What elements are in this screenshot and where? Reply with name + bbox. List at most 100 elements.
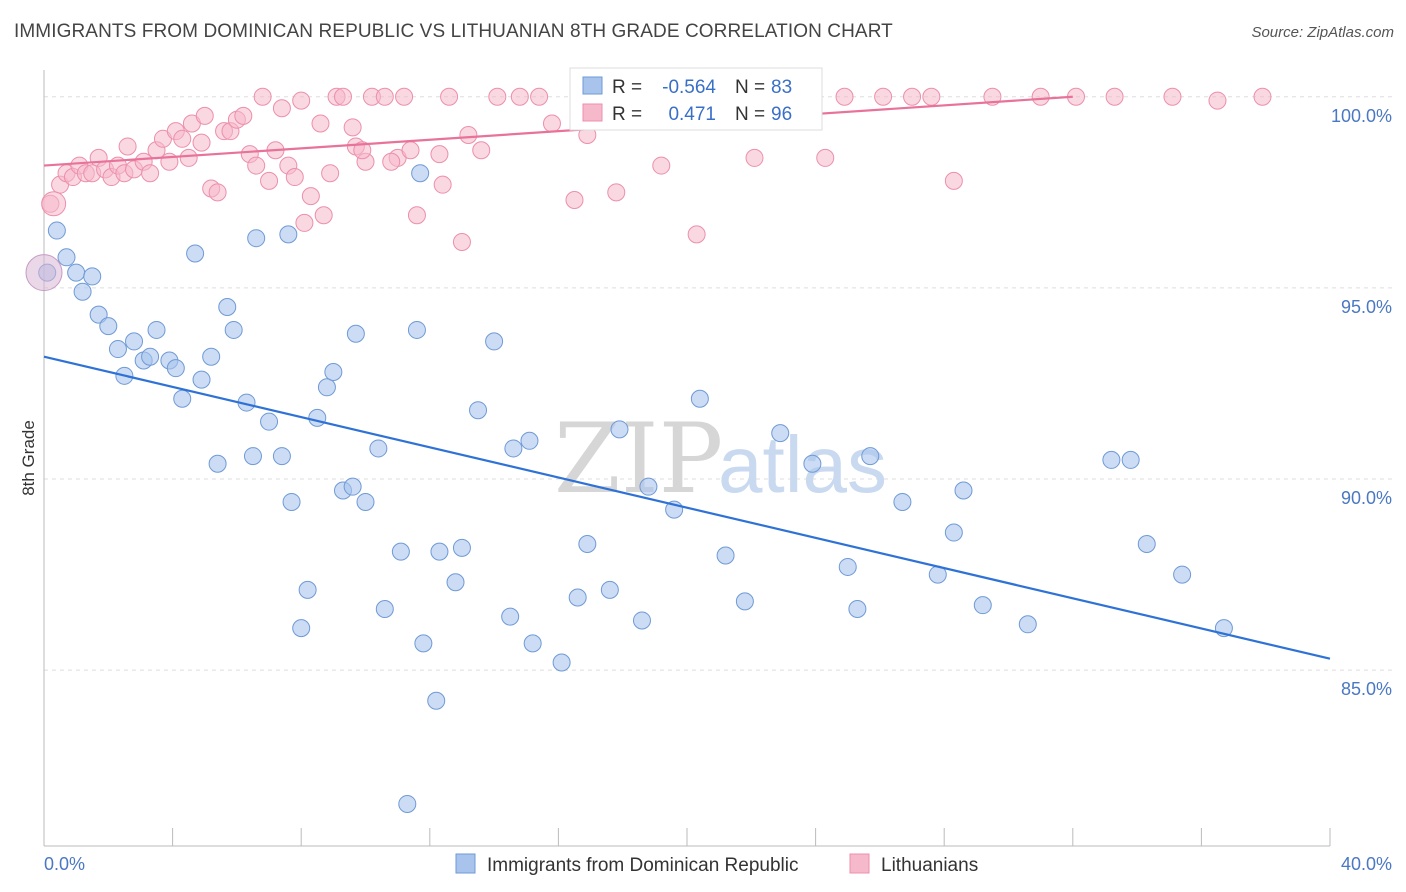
data-point-lithuanian <box>510 87 529 106</box>
data-point-dominican <box>469 401 488 420</box>
data-point-lithuanian <box>903 87 922 106</box>
data-point-dominican <box>47 221 66 240</box>
y-tick-label: 100.0% <box>1331 106 1392 126</box>
bottom-legend: Immigrants from Dominican Republic Lithu… <box>455 853 978 876</box>
data-point-dominican <box>186 244 205 263</box>
data-point-dominican <box>414 634 433 653</box>
y-tick-labels: 100.0% 95.0% 90.0% 85.0% <box>1331 106 1392 699</box>
data-point-lithuanian <box>301 187 320 206</box>
data-point-lithuanian <box>192 133 211 152</box>
watermark-atlas: atlas <box>718 420 887 509</box>
data-point-dominican <box>973 596 992 615</box>
data-point-dominican <box>716 546 735 565</box>
watermark-zip: ZIP <box>554 403 723 515</box>
data-point-dominican <box>1102 450 1121 469</box>
data-point-lithuanian <box>922 87 941 106</box>
data-point-dominican <box>147 320 166 339</box>
data-point-dominican <box>67 263 86 282</box>
data-point-dominican <box>108 340 127 359</box>
data-point-dominican <box>639 477 658 496</box>
data-point-dominican <box>57 248 76 267</box>
data-point-dominican <box>430 542 449 561</box>
data-point-dominican <box>125 332 144 351</box>
top-legend: R = -0.564 N = 83 R = 0.471 N = 96 <box>569 67 823 131</box>
bottom-legend-label-2: Lithuanians <box>881 855 978 876</box>
data-point-lithuanian <box>375 87 394 106</box>
data-point-dominican <box>173 389 192 408</box>
data-point-lithuanian <box>195 106 214 125</box>
legend-n-label-2: N = <box>735 104 765 125</box>
data-point-dominican <box>308 408 327 427</box>
bottom-legend-label-1: Immigrants from Dominican Republic <box>487 855 799 876</box>
data-point-lithuanian <box>472 141 491 160</box>
data-point-lithuanian <box>272 99 291 118</box>
source-credit: Source: ZipAtlas.com <box>1251 24 1394 41</box>
data-point-dominican <box>356 492 375 511</box>
data-point-dominican <box>247 229 266 248</box>
legend-r-label-1: R = <box>612 77 642 98</box>
y-axis-label: 8th Grade <box>19 420 38 496</box>
data-point-dominican <box>848 599 867 618</box>
data-point-dominican <box>243 447 262 466</box>
data-point-dominican <box>166 359 185 378</box>
data-point-dominican <box>391 542 410 561</box>
data-point-dominican <box>446 573 465 592</box>
legend-r-label-2: R = <box>612 104 642 125</box>
data-point-dominican <box>317 378 336 397</box>
data-point-dominican <box>632 611 651 630</box>
data-point-dominican <box>346 324 365 343</box>
data-point-dominican <box>690 389 709 408</box>
data-point-lithuanian <box>687 225 706 244</box>
data-point-dominican <box>838 557 857 576</box>
data-point-dominican <box>407 320 426 339</box>
gridlines <box>44 96 1392 671</box>
data-point-dominican <box>411 164 430 183</box>
data-point-dominican <box>208 454 227 473</box>
data-point-overlap-large <box>25 254 63 292</box>
data-point-dominican <box>600 580 619 599</box>
data-point-lithuanian <box>285 168 304 187</box>
data-point-lithuanian <box>459 125 478 144</box>
bottom-legend-swatch-blue <box>455 853 476 874</box>
y-tick-label: 90.0% <box>1341 488 1392 508</box>
data-point-dominican <box>954 481 973 500</box>
data-point-lithuanian <box>607 183 626 202</box>
data-point-dominican <box>1018 615 1037 634</box>
data-point-lithuanian <box>333 87 352 106</box>
legend-r-value-2: 0.471 <box>668 104 716 125</box>
trendline-lithuanian <box>43 95 1073 167</box>
data-point-lithuanian <box>816 148 835 167</box>
data-point-dominican <box>861 447 880 466</box>
data-point-lithuanian <box>1105 87 1124 106</box>
data-point-lithuanian <box>488 87 507 106</box>
data-point-lithuanian <box>1208 91 1227 110</box>
data-point-dominican <box>83 267 102 286</box>
legend-box <box>569 67 823 131</box>
data-point-lithuanian <box>234 106 253 125</box>
y-tick-label: 95.0% <box>1341 297 1392 317</box>
data-point-dominican <box>375 599 394 618</box>
data-point-lithuanian <box>292 91 311 110</box>
data-point-lithuanian <box>179 148 198 167</box>
data-point-lithuanian <box>944 171 963 190</box>
data-point-dominican <box>192 370 211 389</box>
data-point-lithuanian <box>382 152 401 171</box>
legend-swatch-blue <box>582 76 603 95</box>
legend-swatch-pink <box>582 103 603 122</box>
data-point-dominican <box>501 607 520 626</box>
data-point-lithuanian-large <box>41 191 67 217</box>
data-point-lithuanian <box>395 87 414 106</box>
data-point-lithuanian <box>874 87 893 106</box>
data-point-lithuanian <box>353 141 372 160</box>
x-tick-labels: 0.0% 40.0% <box>44 854 1392 874</box>
data-point-dominican <box>369 439 388 458</box>
data-point-lithuanian <box>542 114 561 133</box>
data-point-lithuanian <box>401 141 420 160</box>
data-point-lithuanian <box>440 87 459 106</box>
data-point-lithuanian <box>1163 87 1182 106</box>
data-point-lithuanian <box>295 213 314 232</box>
data-point-dominican <box>202 347 221 366</box>
data-point-dominican <box>298 580 317 599</box>
watermark: ZIP atlas <box>554 403 887 515</box>
data-point-lithuanian <box>321 164 340 183</box>
